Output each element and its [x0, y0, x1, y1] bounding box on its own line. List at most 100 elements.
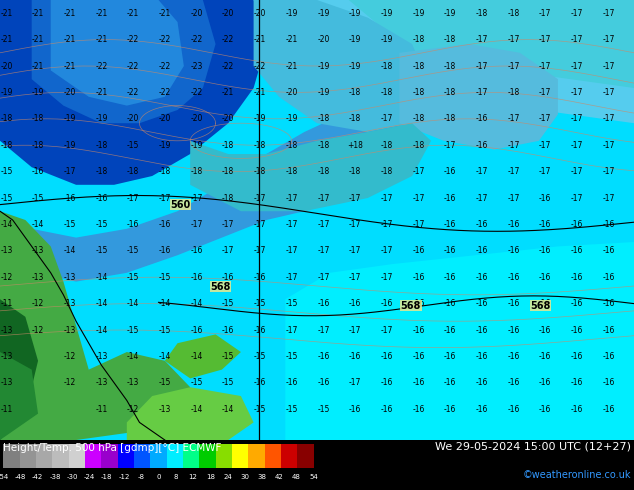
Text: -16: -16 [571, 273, 583, 282]
Text: -19: -19 [349, 62, 361, 71]
Text: -22: -22 [95, 62, 108, 71]
Text: -17: -17 [602, 62, 615, 71]
Text: -18: -18 [412, 62, 425, 71]
Text: -18: -18 [0, 141, 13, 150]
Text: -17: -17 [349, 325, 361, 335]
Text: -17: -17 [571, 141, 583, 150]
Polygon shape [349, 0, 634, 88]
Text: -19: -19 [285, 114, 298, 123]
Polygon shape [165, 334, 241, 378]
Text: -19: -19 [317, 88, 330, 97]
Text: -15: -15 [158, 325, 171, 335]
Polygon shape [32, 0, 216, 123]
Text: -15: -15 [32, 194, 44, 202]
Text: -19: -19 [63, 114, 76, 123]
Text: -16: -16 [476, 378, 488, 387]
Text: -16: -16 [380, 378, 393, 387]
Polygon shape [0, 352, 38, 440]
Text: -18: -18 [380, 167, 393, 176]
Text: -17: -17 [602, 194, 615, 202]
Text: -13: -13 [95, 378, 108, 387]
Polygon shape [0, 114, 412, 282]
Bar [68, 444, 85, 468]
Text: -18: -18 [32, 141, 44, 150]
Text: -16: -16 [444, 246, 456, 255]
Polygon shape [0, 211, 89, 440]
Text: -16: -16 [476, 325, 488, 335]
Text: -16: -16 [444, 405, 456, 414]
Text: -15: -15 [63, 220, 76, 229]
Text: -16: -16 [539, 325, 552, 335]
Text: -14: -14 [95, 273, 108, 282]
Text: -16: -16 [412, 352, 425, 361]
Text: -16: -16 [444, 220, 456, 229]
Text: 568: 568 [531, 301, 551, 311]
Text: -17: -17 [476, 35, 488, 44]
Text: -16: -16 [349, 352, 361, 361]
Text: -16: -16 [507, 273, 520, 282]
Text: -16: -16 [507, 405, 520, 414]
Text: -21: -21 [32, 9, 44, 18]
Bar [134, 444, 150, 468]
Text: -19: -19 [63, 141, 76, 150]
Text: -17: -17 [539, 167, 552, 176]
Text: -17: -17 [571, 35, 583, 44]
Text: +18: +18 [347, 141, 363, 150]
Text: -18: -18 [380, 62, 393, 71]
Text: -17: -17 [349, 378, 361, 387]
Text: -21: -21 [32, 35, 44, 44]
Text: -16: -16 [602, 325, 615, 335]
Text: We 29-05-2024 15:00 UTC (12+27): We 29-05-2024 15:00 UTC (12+27) [435, 441, 631, 451]
Text: -21: -21 [95, 35, 108, 44]
Text: -16: -16 [444, 378, 456, 387]
Text: -17: -17 [476, 62, 488, 71]
Text: -19: -19 [349, 35, 361, 44]
Text: -16: -16 [476, 141, 488, 150]
Text: -13: -13 [63, 325, 76, 335]
Text: -54: -54 [0, 474, 9, 480]
Text: -21: -21 [32, 62, 44, 71]
Polygon shape [285, 242, 634, 440]
Polygon shape [0, 299, 38, 440]
Text: -17: -17 [602, 9, 615, 18]
Text: -16: -16 [539, 220, 552, 229]
Text: ©weatheronline.co.uk: ©weatheronline.co.uk [522, 470, 631, 480]
Text: -15: -15 [127, 273, 139, 282]
Text: -23: -23 [190, 62, 203, 71]
Text: -22: -22 [127, 35, 139, 44]
Text: -19: -19 [285, 9, 298, 18]
Text: -16: -16 [380, 352, 393, 361]
Text: -14: -14 [127, 352, 139, 361]
Text: -18: -18 [444, 62, 456, 71]
Text: -18: -18 [412, 88, 425, 97]
Text: -20: -20 [317, 35, 330, 44]
Text: -17: -17 [507, 141, 520, 150]
Text: -17: -17 [380, 246, 393, 255]
Text: -17: -17 [476, 194, 488, 202]
Text: -15: -15 [254, 352, 266, 361]
Text: -16: -16 [190, 246, 203, 255]
Text: -17: -17 [285, 325, 298, 335]
Text: -19: -19 [317, 9, 330, 18]
Text: -16: -16 [412, 273, 425, 282]
Text: 48: 48 [292, 474, 301, 480]
Text: -17: -17 [349, 246, 361, 255]
Text: -13: -13 [158, 405, 171, 414]
Text: -17: -17 [571, 167, 583, 176]
Text: -17: -17 [571, 114, 583, 123]
Text: -21: -21 [63, 62, 76, 71]
Text: -16: -16 [476, 114, 488, 123]
Text: -16: -16 [317, 352, 330, 361]
Text: -16: -16 [507, 325, 520, 335]
Text: -21: -21 [285, 35, 298, 44]
Text: -18: -18 [254, 141, 266, 150]
Text: 12: 12 [188, 474, 197, 480]
Text: -16: -16 [317, 378, 330, 387]
Text: -16: -16 [476, 246, 488, 255]
Text: -12: -12 [63, 352, 76, 361]
Polygon shape [0, 352, 190, 440]
Text: -17: -17 [285, 246, 298, 255]
Bar [20, 444, 36, 468]
Text: -14: -14 [63, 246, 76, 255]
Text: -19: -19 [380, 9, 393, 18]
